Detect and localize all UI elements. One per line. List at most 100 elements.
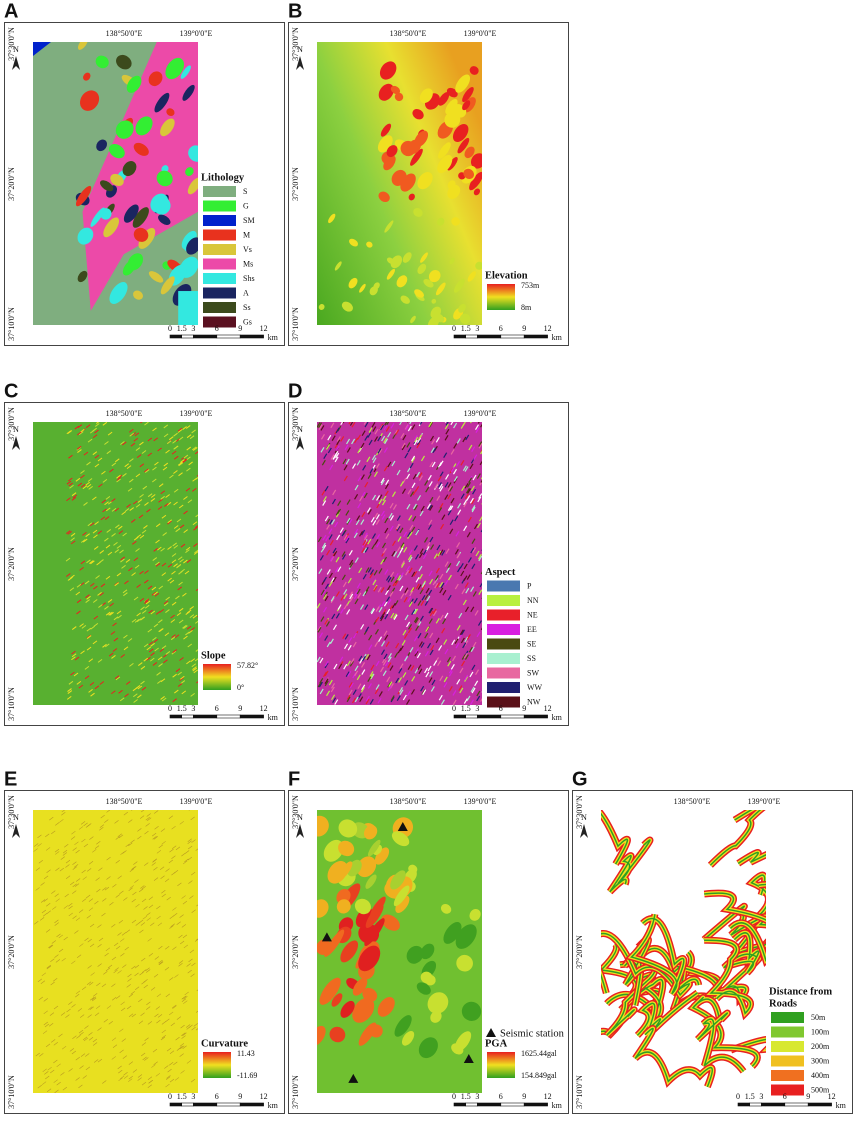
map-stroke	[317, 603, 321, 609]
map-patch	[110, 173, 124, 187]
map-patch	[400, 295, 410, 304]
legend-title: Curvature	[201, 1038, 248, 1049]
map-stroke	[45, 847, 51, 851]
map-stroke	[389, 605, 394, 611]
map-patch	[83, 72, 91, 81]
map-stroke	[43, 875, 49, 880]
map-patch	[77, 42, 88, 50]
map-stroke	[335, 511, 340, 518]
map-stroke	[72, 861, 77, 866]
map-stroke	[329, 555, 334, 562]
latitude-label: 37°30'0"N	[7, 795, 16, 829]
map-stroke	[102, 643, 107, 648]
map-patch	[427, 992, 449, 1014]
map-stroke	[414, 617, 419, 624]
map-stroke	[111, 956, 117, 961]
map-patch	[378, 83, 394, 101]
map-stroke	[332, 547, 337, 554]
scale-label: 6	[215, 324, 219, 333]
map-stroke	[79, 623, 84, 628]
map-stroke	[95, 575, 100, 579]
map-stroke	[334, 456, 339, 463]
map-stroke	[159, 628, 164, 632]
map-stroke	[180, 680, 186, 684]
panel-letter: F	[288, 768, 300, 790]
map-patch	[96, 139, 108, 152]
map-stroke	[56, 933, 61, 938]
map-stroke	[382, 609, 387, 615]
map-stroke	[384, 483, 389, 490]
map-stroke	[141, 885, 146, 890]
map-stroke	[471, 446, 476, 452]
map-stroke	[166, 501, 172, 506]
map-stroke	[59, 867, 64, 872]
map-stroke	[55, 851, 60, 855]
map-stroke	[473, 454, 478, 460]
map-stroke	[160, 1036, 166, 1041]
map-stroke	[411, 424, 416, 430]
map-stroke	[70, 881, 75, 886]
map-stroke	[369, 572, 374, 579]
map-patch	[341, 301, 353, 312]
map-stroke	[108, 1021, 113, 1025]
map-stroke	[471, 498, 476, 505]
map-stroke	[194, 451, 198, 455]
map-stroke	[408, 556, 413, 563]
map-stroke	[106, 856, 111, 861]
map-stroke	[470, 606, 475, 613]
map-stroke	[85, 1053, 90, 1057]
map-stroke	[417, 632, 422, 639]
map-stroke	[453, 422, 458, 429]
map-stroke	[118, 1069, 123, 1074]
map-stroke	[141, 1042, 147, 1046]
map-stroke	[172, 439, 177, 444]
map-stroke	[171, 634, 176, 639]
map-stroke	[351, 463, 357, 469]
map-stroke	[189, 435, 195, 440]
map-patch	[391, 169, 407, 186]
map-stroke	[85, 599, 90, 603]
legend-label: S	[243, 187, 247, 196]
longitude-label: 139°0'0"E	[180, 797, 213, 806]
map-stroke	[195, 1010, 198, 1013]
map-stroke	[167, 577, 172, 582]
map-stroke	[472, 591, 477, 597]
map-stroke	[455, 642, 460, 649]
map-stroke	[171, 553, 177, 557]
map-stroke	[382, 670, 387, 676]
map-stroke	[477, 496, 482, 503]
map-stroke	[140, 606, 145, 611]
map-stroke	[113, 541, 118, 546]
map-stroke	[97, 924, 102, 928]
map-stroke	[174, 689, 179, 694]
map-stroke	[70, 537, 75, 542]
map-stroke	[182, 900, 188, 905]
map-stroke	[329, 638, 334, 645]
legend-swatch	[771, 1041, 804, 1052]
legend-swatch	[771, 1084, 804, 1096]
map-stroke	[111, 997, 117, 1001]
map-stroke	[411, 571, 416, 578]
map-stroke	[78, 909, 84, 913]
legend-swatch	[487, 609, 520, 621]
map-stroke	[428, 677, 433, 683]
map-stroke	[74, 841, 79, 846]
map-stroke	[52, 906, 57, 910]
map-stroke	[161, 841, 166, 845]
map-patch	[317, 899, 329, 918]
map-stroke	[466, 634, 471, 640]
map-stroke	[118, 920, 124, 924]
legend-swatch	[487, 580, 520, 592]
map-stroke	[71, 626, 77, 630]
map-stroke	[362, 540, 367, 546]
legend-swatch	[771, 1026, 804, 1038]
map-stroke	[185, 1024, 191, 1028]
map-stroke	[337, 566, 342, 572]
map-stroke	[92, 993, 98, 997]
map-stroke	[477, 620, 482, 626]
map-stroke	[437, 550, 442, 557]
map-stroke	[97, 1027, 102, 1031]
map-stroke	[64, 843, 69, 848]
map-stroke	[187, 856, 193, 861]
map-stroke	[409, 647, 414, 653]
